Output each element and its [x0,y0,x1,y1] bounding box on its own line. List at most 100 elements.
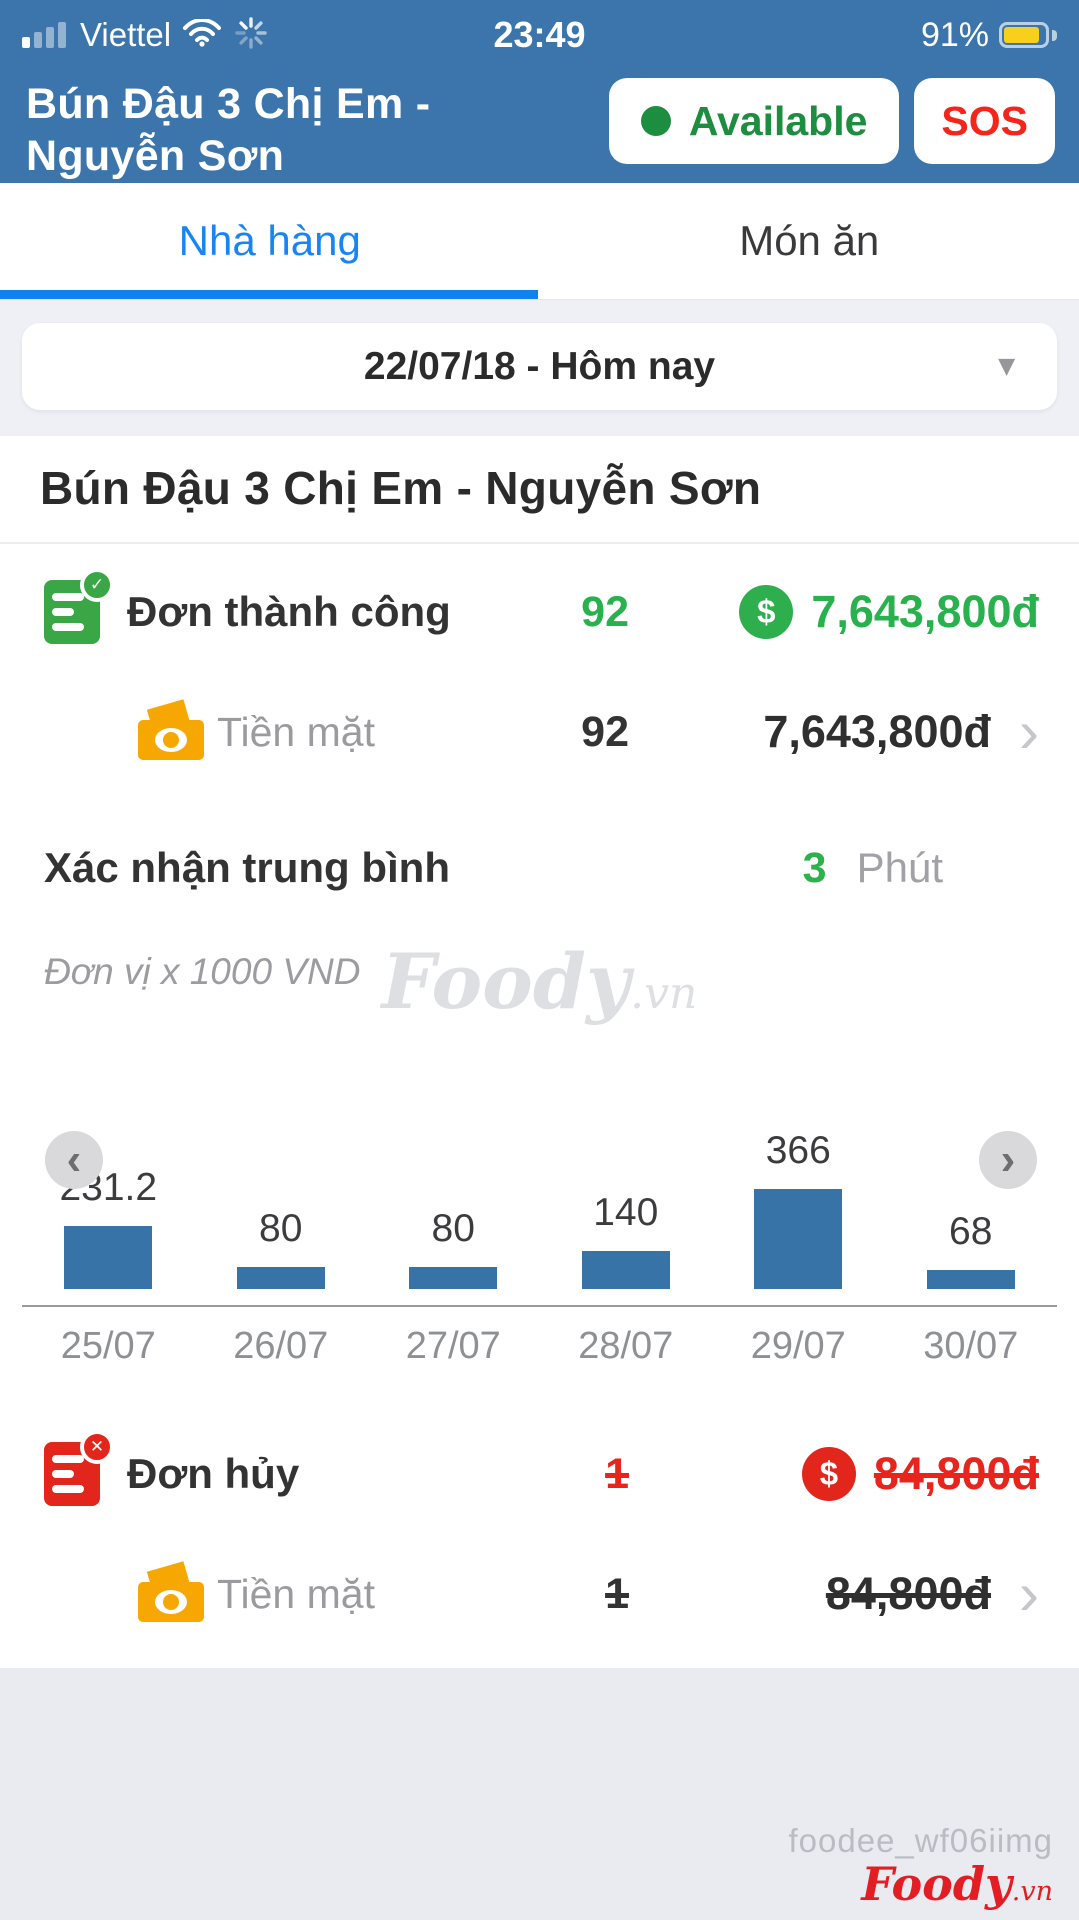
wifi-icon [183,17,222,52]
tab-bar: Nhà hàng Món ăn [0,183,1079,300]
x-axis-tick-label: 26/07 [233,1325,329,1367]
date-selector-value: 22/07/18 - Hôm nay [363,344,716,388]
average-confirm-row: Xác nhận trung bình 3 Phút [0,844,1079,893]
header-main: Bún Đậu 3 Chị Em - Nguyễn Sơn Available … [0,62,1079,183]
chart-prev-button[interactable]: ‹ [45,1131,103,1189]
order-cancel-icon: ✕ [44,1430,114,1506]
chart-column: 68 [885,1210,1058,1289]
chart-note-row: Đơn vị x 1000 VND Foody.vn [0,937,1079,1026]
cash-amount: 84,800đ [825,1568,991,1619]
cash-count: 1 [605,1569,629,1618]
cash-label: Tiền mặt [217,1570,375,1617]
bar [754,1189,843,1289]
x-axis-tick-label: 28/07 [578,1325,674,1367]
restaurant-title-section: Bún Đậu 3 Chị Em - Nguyễn Sơn [0,436,1079,544]
bar-value-label: 140 [593,1191,659,1234]
chevron-right-icon: › [1019,1560,1039,1627]
cancelled-orders-amount: 84,800đ [873,1448,1039,1499]
footer: foodee_wf06iimg Foody.vn [0,1668,1079,1920]
cancelled-cash-row[interactable]: Tiền mặt 1 84,800đ › [0,1534,1079,1654]
footer-credit: foodee_wf06iimg [788,1821,1053,1859]
success-orders-amount: 7,643,800đ [811,586,1039,637]
sos-label: SOS [941,97,1028,144]
success-orders-count: 92 [581,587,629,636]
bar [64,1226,153,1289]
average-confirm-label: Xác nhận trung bình [44,844,450,891]
cash-amount: 7,643,800đ [763,706,991,757]
caret-down-icon: ▼ [992,350,1021,382]
battery-icon [999,22,1049,48]
chart-unit-note: Đơn vị x 1000 VND [44,951,361,992]
bar-value-label: 80 [431,1207,475,1250]
chart-dates: 25/07 26/07 27/07 28/07 29/07 30/07 [22,1307,1057,1368]
chart-column: 140 [540,1191,713,1289]
revenue-bar-chart: ‹ › 231.2 80 80 140 366 68 25/07 26/07 27/07 28/… [0,1057,1079,1368]
bar [581,1251,670,1289]
icon-cell [138,694,217,760]
app-header: Viettel 23:49 91% Bún Đậu 3 Chị Em - Ngu… [0,0,1079,183]
check-badge-icon: ✓ [80,568,114,602]
chart-column: 231.2 [22,1166,195,1289]
chart-column: 80 [195,1207,368,1289]
x-axis-tick-label: 27/07 [405,1325,501,1367]
available-status-button[interactable]: Available [608,78,900,164]
icon-cell [138,1556,217,1622]
cancelled-orders-row: ✕ Đơn hủy 1 $ 84,800đ [0,1414,1079,1534]
status-bar: Viettel 23:49 91% [0,0,1079,62]
battery-nub [1052,29,1057,41]
average-confirm-unit: Phút [856,844,943,891]
x-axis-tick-label: 29/07 [750,1325,846,1367]
signal-strength-icon [22,22,66,48]
cancelled-orders-label: Đơn hủy [127,1450,300,1497]
foody-logo: Foody.vn [861,1856,1053,1911]
average-confirm-value: 3 [802,844,827,892]
bar [926,1270,1015,1289]
x-axis-tick-label: 25/07 [60,1325,156,1367]
bar [409,1267,498,1289]
tab-dishes[interactable]: Món ăn [739,217,880,264]
cash-icon [138,694,204,760]
chart-bars: 231.2 80 80 140 366 68 [22,1057,1057,1289]
bar [236,1267,325,1289]
status-dot-icon [640,106,671,136]
header-actions: Available SOS [608,78,1055,164]
chevron-right-icon: › [1019,698,1039,765]
status-right-cluster: 91% [921,16,1057,55]
cash-label: Tiền mặt [217,708,375,755]
available-label: Available [688,97,868,144]
bar-value-label: 80 [259,1207,303,1250]
dashboard-card: Bún Đậu 3 Chị Em - Nguyễn Sơn ✓ Đơn thàn… [0,436,1079,1668]
sos-button[interactable]: SOS [914,78,1055,164]
cancelled-orders-amount-group: $ 84,800đ [629,1447,1039,1501]
bar-value-label: 366 [765,1129,831,1172]
success-orders-row: ✓ Đơn thành công 92 $ 7,643,800đ [0,552,1079,672]
chart-column: 80 [367,1207,540,1289]
active-tab-indicator [0,290,538,299]
icon-cell: ✕ [44,1430,127,1506]
bar-value-label: 68 [949,1210,993,1253]
success-orders-amount-group: $ 7,643,800đ [629,585,1039,639]
success-orders-label: Đơn thành công [127,588,451,635]
x-axis-line [22,1305,1057,1307]
cancelled-orders-count: 1 [605,1449,629,1498]
dollar-coin-icon: $ [801,1447,856,1501]
success-cash-row[interactable]: Tiền mặt 92 7,643,800đ › [0,672,1079,792]
date-selector[interactable]: 22/07/18 - Hôm nay ▼ [22,323,1057,410]
cancelled-section: ✕ Đơn hủy 1 $ 84,800đ Tiền mặt 1 84,800đ… [0,1414,1079,1654]
battery-percent-label: 91% [920,15,989,54]
date-strip: 22/07/18 - Hôm nay ▼ [0,300,1079,436]
cash-count: 92 [581,707,629,756]
carrier-label: Viettel [80,16,172,53]
chart-column: 366 [712,1129,885,1289]
order-success-icon: ✓ [44,568,114,644]
icon-cell: ✓ [44,568,127,644]
dollar-coin-icon: $ [739,585,794,639]
clock: 23:49 [493,14,586,55]
page-title: Bún Đậu 3 Chị Em - Nguyễn Sơn [26,80,431,181]
tab-restaurant[interactable]: Nhà hàng [178,217,361,264]
cash-icon [138,1556,204,1622]
restaurant-name: Bún Đậu 3 Chị Em - Nguyễn Sơn [40,462,762,514]
x-axis-tick-label: 30/07 [923,1325,1019,1367]
cross-badge-icon: ✕ [80,1430,114,1464]
chart-next-button[interactable]: › [979,1131,1037,1189]
